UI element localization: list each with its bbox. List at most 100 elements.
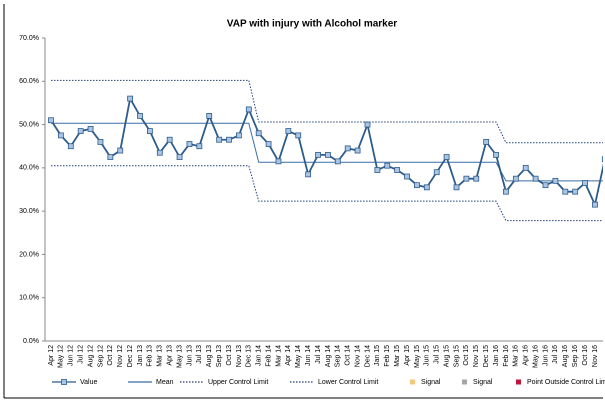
- data-point: [186, 141, 193, 147]
- data-point: [107, 154, 114, 160]
- y-tick-label: 20.0%: [19, 251, 39, 258]
- x-tick-label: Nov 12: [117, 345, 124, 367]
- data-point: [176, 154, 183, 160]
- x-tick-label: Mar 15: [394, 345, 401, 367]
- data-point: [315, 151, 321, 158]
- x-tick-label: Mar 13: [157, 345, 164, 367]
- series-line: [51, 165, 603, 222]
- data-point: [146, 128, 153, 134]
- data-point: [512, 175, 519, 182]
- data-point: [305, 171, 312, 178]
- legend-marker: [410, 379, 415, 385]
- y-tick-label: 70.0%: [19, 35, 39, 42]
- data-point: [473, 175, 480, 182]
- x-tick-label: Nov 16: [592, 345, 599, 367]
- data-point: [77, 128, 84, 134]
- x-tick-label: Apr 13: [167, 345, 174, 366]
- x-tick-label: Jul 16: [552, 345, 559, 364]
- legend-label: Lower Control Limit: [318, 379, 378, 386]
- x-tick-label: Jul 13: [196, 345, 203, 364]
- legend-marker: [462, 379, 467, 385]
- x-tick-label: Oct 16: [582, 345, 589, 366]
- data-point: [562, 188, 569, 195]
- x-tick-label: Jan 16: [493, 345, 500, 366]
- legend-label: Mean: [156, 379, 174, 386]
- x-tick-label: Aug 15: [443, 345, 450, 367]
- data-point: [97, 138, 104, 145]
- x-tick-label: May 14: [295, 345, 302, 368]
- data-point: [522, 164, 529, 171]
- x-tick-label: Jul 14: [315, 345, 322, 364]
- y-tick-label: 60.0%: [19, 78, 39, 85]
- x-tick-label: Sep 12: [97, 345, 104, 367]
- data-point: [532, 175, 539, 182]
- x-tick-label: Apr 15: [404, 345, 411, 366]
- x-tick-label: Jul 12: [78, 345, 85, 364]
- legend-label: Value: [80, 379, 97, 386]
- data-point: [414, 182, 420, 189]
- data-point: [166, 136, 173, 143]
- data-point: [364, 121, 371, 128]
- data-point: [265, 141, 272, 147]
- data-point: [423, 184, 430, 191]
- x-tick-label: Dec 13: [246, 345, 253, 367]
- x-tick-label: Aug 16: [562, 345, 569, 367]
- x-tick-label: Aug 14: [325, 345, 332, 367]
- x-tick-label: Sep 13: [216, 345, 223, 367]
- x-tick-label: Oct 14: [345, 345, 352, 366]
- data-point: [156, 149, 163, 156]
- x-tick-label: Jun 14: [305, 345, 312, 366]
- x-tick-label: Mar 14: [275, 345, 282, 367]
- x-tick-label: Jun 12: [68, 345, 75, 366]
- data-point: [552, 177, 559, 184]
- x-tick-label: May 16: [532, 345, 539, 368]
- data-point: [196, 143, 203, 150]
- x-tick-label: May 13: [176, 345, 183, 368]
- data-point: [334, 158, 341, 165]
- data-point: [453, 184, 460, 191]
- x-tick-label: Dec 14: [364, 345, 371, 367]
- legend-label: Signal: [473, 379, 493, 386]
- data-point: [275, 158, 282, 165]
- x-tick-label: Feb 15: [384, 345, 391, 367]
- x-tick-label: Feb 14: [265, 345, 272, 367]
- y-tick-label: 30.0%: [19, 208, 39, 215]
- data-point: [325, 151, 331, 158]
- x-tick-label: May 12: [58, 345, 65, 368]
- data-point: [503, 188, 509, 195]
- x-tick-label: Nov 14: [354, 345, 361, 367]
- data-point: [354, 147, 361, 154]
- x-tick-label: Jun 16: [542, 345, 549, 366]
- y-tick-label: 40.0%: [19, 165, 39, 172]
- data-point: [285, 128, 292, 134]
- x-tick-label: Jul 15: [434, 345, 441, 364]
- series-line: [51, 79, 603, 144]
- data-point: [542, 182, 549, 189]
- data-point: [127, 95, 134, 102]
- x-tick-label: Apr 12: [48, 345, 55, 366]
- legend-label: Upper Control Limit: [208, 379, 268, 386]
- x-tick-label: Oct 12: [107, 345, 114, 366]
- x-tick-label: Jan 14: [256, 345, 263, 366]
- series-line: [51, 122, 603, 182]
- x-tick-label: Feb 13: [147, 345, 154, 367]
- data-point: [592, 201, 598, 208]
- data-point: [295, 132, 302, 139]
- x-tick-label: Mar 16: [513, 345, 520, 367]
- data-point: [245, 106, 252, 113]
- x-tick-label: Jan 15: [374, 345, 381, 366]
- data-point: [48, 117, 54, 124]
- x-tick-label: Jun 15: [424, 345, 431, 366]
- x-tick-label: Oct 15: [463, 345, 470, 366]
- plot-area: [48, 79, 603, 222]
- x-tick-label: Aug 12: [87, 345, 94, 367]
- data-point: [206, 113, 213, 119]
- x-tick-label: Sep 14: [335, 345, 342, 367]
- x-tick-label: Dec 12: [127, 345, 134, 367]
- chart-title: VAP with injury with Alcohol marker: [227, 19, 398, 30]
- data-point: [394, 167, 401, 173]
- data-point: [87, 126, 94, 132]
- y-tick-label: 10.0%: [19, 295, 39, 302]
- x-tick-label: Jan 13: [137, 345, 144, 366]
